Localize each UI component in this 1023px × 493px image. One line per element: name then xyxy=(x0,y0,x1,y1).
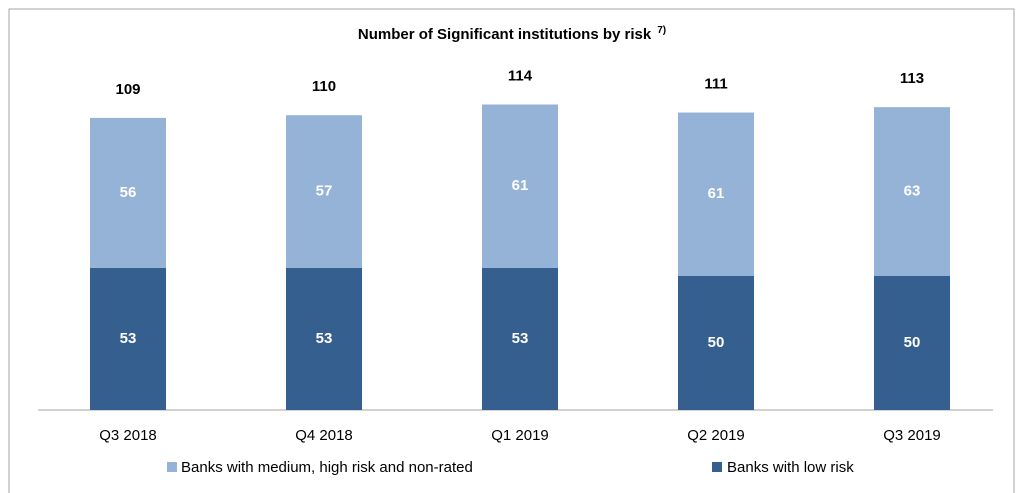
x-tick-label: Q2 2019 xyxy=(687,427,745,444)
bar-segment xyxy=(678,112,754,277)
data-label: 61 xyxy=(512,177,529,194)
bar-segment xyxy=(678,276,754,410)
chart-border xyxy=(8,8,1015,493)
data-label: 53 xyxy=(120,330,137,347)
total-label: 110 xyxy=(312,78,336,95)
legend-swatch xyxy=(167,462,177,472)
title-note: 7) xyxy=(657,25,666,36)
bar-segment xyxy=(286,267,362,410)
bar-segment xyxy=(286,115,362,268)
legend-label: Banks with medium, high risk and non-rat… xyxy=(181,459,473,476)
data-label: 53 xyxy=(512,330,529,347)
bar-segment xyxy=(482,104,558,268)
data-label: 63 xyxy=(904,183,921,200)
bar-segment xyxy=(482,267,558,410)
data-label: 50 xyxy=(904,334,921,351)
x-tick-label: Q3 2019 xyxy=(883,427,941,444)
total-label: 109 xyxy=(115,81,140,98)
total-label: 113 xyxy=(900,70,924,87)
data-label: 53 xyxy=(316,330,333,347)
total-label: 114 xyxy=(508,67,533,84)
bar-segment xyxy=(90,117,166,268)
legend-swatch xyxy=(712,462,722,472)
bar-segment xyxy=(874,276,950,410)
x-tick-label: Q4 2018 xyxy=(295,427,353,444)
data-label: 56 xyxy=(120,184,137,201)
total-label: 111 xyxy=(704,75,727,92)
bar-segment xyxy=(90,267,166,410)
chart-title: Number of Significant institutions by ri… xyxy=(358,25,666,43)
x-tick-label: Q3 2018 xyxy=(99,427,157,444)
bar-segment xyxy=(874,107,950,276)
chart-title-text: Number of Significant institutions by ri… xyxy=(358,26,652,43)
data-label: 61 xyxy=(708,185,725,202)
x-tick-label: Q1 2019 xyxy=(491,427,549,444)
data-label: 50 xyxy=(708,334,725,351)
data-label: 57 xyxy=(316,183,333,200)
legend-label: Banks with low risk xyxy=(727,459,854,476)
